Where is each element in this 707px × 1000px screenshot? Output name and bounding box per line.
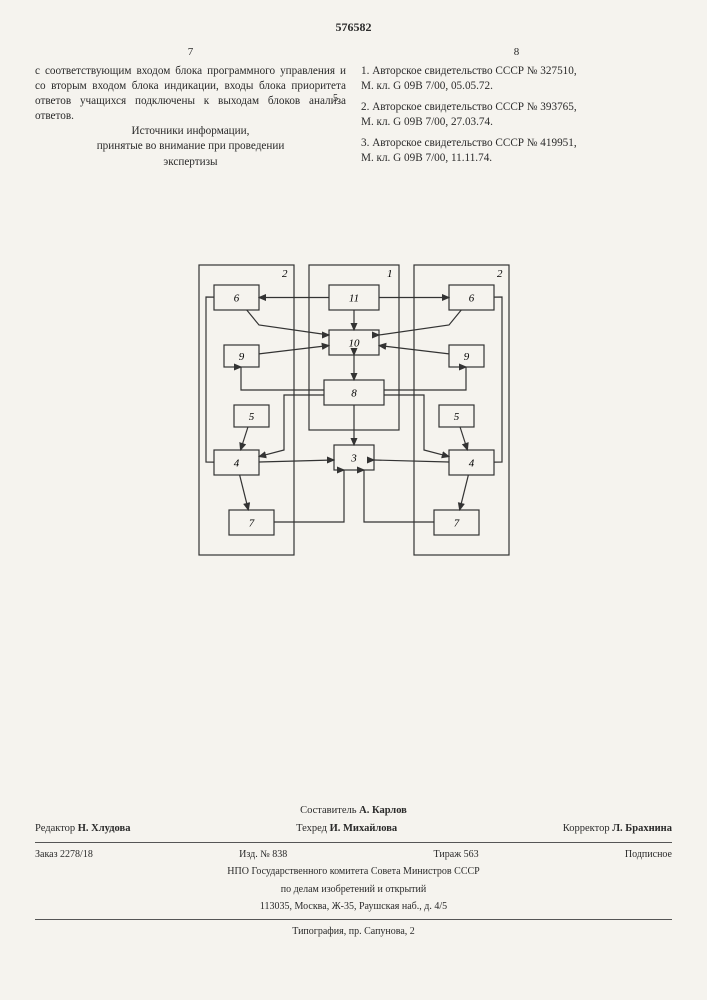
izd-num: Изд. № 838 (239, 848, 287, 862)
corrector-label: Корректор (563, 823, 610, 834)
node-label-R9: 9 (463, 351, 469, 363)
addr: 113035, Москва, Ж-35, Раушская наб., д. … (35, 898, 672, 916)
left-paragraph: с соответствующим входом блока программн… (35, 64, 346, 124)
ref1a: 1. Авторское свидетельство СССР № 327510… (361, 64, 672, 79)
node-label-C8: 8 (351, 387, 357, 399)
sources-line3: экспертизы (35, 155, 346, 170)
node-label-L9: 9 (238, 351, 244, 363)
corrector-name: Л. Брахнина (612, 823, 672, 834)
edge (460, 427, 467, 450)
edge (246, 310, 328, 335)
editor-name: Н. Хлудова (78, 823, 131, 834)
edge (459, 475, 468, 510)
node-label-C11: 11 (348, 292, 358, 304)
edge (206, 297, 214, 462)
node-label-R7: 7 (453, 517, 459, 529)
node-label-L4: 4 (233, 457, 239, 469)
edge (239, 475, 248, 510)
edge (364, 470, 434, 522)
node-label-C10: 10 (348, 337, 360, 349)
edge (259, 460, 334, 462)
margin-note: 5 (333, 93, 338, 104)
footer-block: Составитель А. Карлов Редактор Н. Хлудов… (35, 802, 672, 940)
edge (240, 427, 247, 450)
diagram-container: 2 1 2 6 9 5 4 7 11 10 8 3 6 9 5 4 7 (35, 250, 672, 570)
sources-line1: Источники информации, (35, 124, 346, 139)
node-label-L6: 6 (233, 292, 239, 304)
left-col-num: 7 (35, 45, 346, 60)
document-number: 576582 (35, 20, 672, 35)
tech-label: Техред (296, 823, 327, 834)
outer-box-label: 2 (282, 268, 288, 280)
ref2a: 2. Авторское свидетельство СССР № 393765… (361, 100, 672, 115)
edge (384, 367, 466, 390)
tirazh: Тираж 563 (434, 848, 479, 862)
outer-box-label: 2 (497, 268, 503, 280)
node-label-L7: 7 (248, 517, 254, 529)
compiler-label: Составитель (300, 805, 356, 816)
left-column: 7 с соответствующим входом блока програм… (35, 45, 346, 170)
ref3b: М. кл. G 09B 7/00, 11.11.74. (361, 151, 672, 166)
outer-box-label: 1 (387, 268, 393, 280)
edge (274, 470, 344, 522)
edge (241, 367, 324, 390)
node-label-R4: 4 (468, 457, 474, 469)
divider (35, 842, 672, 843)
edge (494, 297, 502, 462)
right-col-num: 8 (361, 45, 672, 60)
node-label-L5: 5 (248, 411, 254, 423)
podpis: Подписное (625, 848, 672, 862)
edge (379, 310, 461, 335)
node-label-R5: 5 (453, 411, 459, 423)
typography: Типография, пр. Сапунова, 2 (35, 923, 672, 941)
node-label-R6: 6 (468, 292, 474, 304)
ref2b: М. кл. G 09B 7/00, 27.03.74. (361, 115, 672, 130)
ref1b: М. кл. G 09B 7/00, 05.05.72. (361, 79, 672, 94)
order-num: Заказ 2278/18 (35, 848, 93, 862)
org-line1: НПО Государственного комитета Совета Мин… (35, 863, 672, 881)
edge (374, 460, 449, 462)
right-column: 8 1. Авторское свидетельство СССР № 3275… (361, 45, 672, 170)
editor-label: Редактор (35, 823, 75, 834)
sources-line2: принятые во внимание при проведении (35, 139, 346, 154)
text-columns: 7 с соответствующим входом блока програм… (35, 45, 672, 170)
tech-name: И. Михайлова (330, 823, 398, 834)
node-label-C3: 3 (350, 452, 357, 464)
ref3a: 3. Авторское свидетельство СССР № 419951… (361, 136, 672, 151)
divider2 (35, 919, 672, 920)
org-line2: по делам изобретений и открытий (35, 881, 672, 899)
block-diagram: 2 1 2 6 9 5 4 7 11 10 8 3 6 9 5 4 7 (184, 250, 524, 570)
compiler-name: А. Карлов (359, 805, 407, 816)
